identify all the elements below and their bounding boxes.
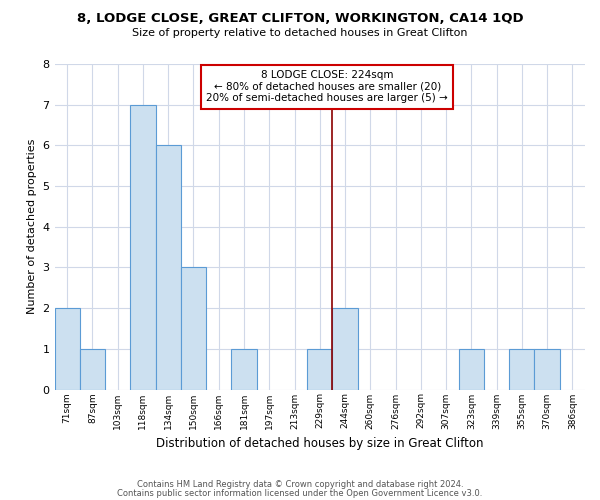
Bar [155,146,181,390]
Bar [181,268,206,390]
Bar [130,104,155,390]
Text: 8 LODGE CLOSE: 224sqm
← 80% of detached houses are smaller (20)
20% of semi-deta: 8 LODGE CLOSE: 224sqm ← 80% of detached … [206,70,448,103]
Bar [459,349,484,390]
Y-axis label: Number of detached properties: Number of detached properties [27,139,37,314]
Bar [55,308,80,390]
Bar [232,349,257,390]
Text: Size of property relative to detached houses in Great Clifton: Size of property relative to detached ho… [132,28,468,38]
Bar [80,349,105,390]
Bar [535,349,560,390]
Bar [332,308,358,390]
Text: Contains HM Land Registry data © Crown copyright and database right 2024.: Contains HM Land Registry data © Crown c… [137,480,463,489]
Bar [509,349,535,390]
Text: Contains public sector information licensed under the Open Government Licence v3: Contains public sector information licen… [118,488,482,498]
X-axis label: Distribution of detached houses by size in Great Clifton: Distribution of detached houses by size … [156,437,484,450]
Text: 8, LODGE CLOSE, GREAT CLIFTON, WORKINGTON, CA14 1QD: 8, LODGE CLOSE, GREAT CLIFTON, WORKINGTO… [77,12,523,26]
Bar [307,349,332,390]
